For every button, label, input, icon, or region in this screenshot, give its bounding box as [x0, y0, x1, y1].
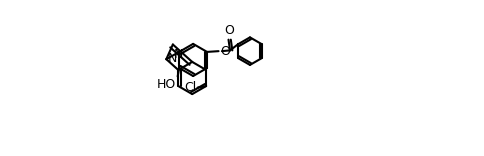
Text: N: N	[174, 48, 183, 61]
Text: Cl: Cl	[185, 81, 197, 94]
Text: O: O	[225, 24, 234, 37]
Text: N: N	[168, 52, 177, 65]
Text: HO: HO	[157, 78, 176, 91]
Text: O: O	[220, 45, 229, 58]
